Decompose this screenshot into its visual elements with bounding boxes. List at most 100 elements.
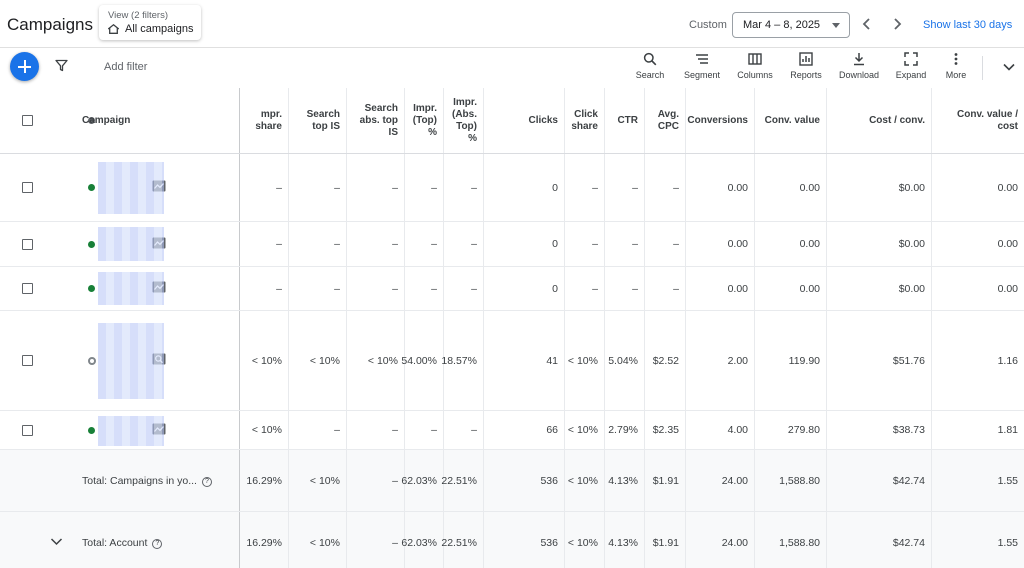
date-range-type: Custom <box>689 19 727 31</box>
col-impr-top-line: Impr. <box>413 102 437 114</box>
cell-search-abs-top-is: – <box>392 424 398 436</box>
download-icon <box>854 53 864 66</box>
chevron-left-icon[interactable] <box>860 16 874 32</box>
columns-icon <box>748 53 762 65</box>
cell-conversions: 0.00 <box>727 282 748 295</box>
total-cell-ctr: 4.13% <box>608 474 638 487</box>
row-checkbox[interactable] <box>22 424 33 436</box>
cell-impr-top: 54.00% <box>401 354 437 367</box>
col-click-share-line: Click <box>574 108 598 120</box>
status-enabled-icon[interactable] <box>88 285 95 292</box>
select-all-checkbox[interactable] <box>22 115 33 126</box>
download-button[interactable]: Download <box>834 52 884 80</box>
cell-ctr: 2.79% <box>608 424 638 436</box>
col-conv-value-cost-line: Conv. value / <box>957 108 1018 120</box>
redacted-campaign-name[interactable] <box>98 416 164 446</box>
status-enabled-icon[interactable] <box>88 184 95 191</box>
add-campaign-button[interactable] <box>10 52 39 81</box>
toolbar-divider <box>982 56 983 80</box>
row-checkbox[interactable] <box>22 238 33 250</box>
row-checkbox[interactable] <box>22 283 33 294</box>
col-impr-abs-top-line: Impr. <box>453 96 477 108</box>
cell-cost-conv: $0.00 <box>898 282 925 295</box>
status-enabled-icon[interactable] <box>88 426 95 434</box>
cell-search-top-is: < 10% <box>309 354 340 367</box>
filter-icon[interactable] <box>55 59 68 72</box>
col-click-share-line: share <box>571 120 598 132</box>
table-row[interactable]: – – – – – 0 – – – 0.00 0.00 $0.00 0.00 <box>0 154 1024 222</box>
cell-impr-top: – <box>431 282 437 295</box>
search-button[interactable]: Search <box>625 52 675 80</box>
cell-conv-value-cost: 1.16 <box>997 354 1018 367</box>
cell-avg-cpc: $2.35 <box>652 424 679 436</box>
show-last-30-days-link[interactable]: Show last 30 days <box>923 19 1013 31</box>
total-cell-avg-cpc: $1.91 <box>652 536 679 549</box>
cell-clicks: 0 <box>552 181 558 194</box>
add-filter-input[interactable]: Add filter <box>104 61 148 73</box>
table-row[interactable]: – – – – – 0 – – – 0.00 0.00 $0.00 0.00 <box>0 222 1024 267</box>
col-campaign[interactable]: Campaign <box>82 114 131 126</box>
help-icon[interactable]: ? <box>201 476 212 487</box>
cell-search-top-is: – <box>334 424 340 436</box>
col-search-abs-top-is[interactable]: Search abs. top IS <box>347 88 405 153</box>
cell-conv-value: 279.80 <box>787 424 820 436</box>
cell-clicks: 0 <box>552 238 558 250</box>
col-avg-cpc[interactable]: Avg. CPC <box>645 88 686 153</box>
segment-icon <box>696 54 708 64</box>
date-range-picker[interactable]: Mar 4 – 8, 2025 <box>732 12 850 38</box>
status-header-icon[interactable] <box>88 117 95 124</box>
segment-button[interactable]: Segment <box>677 52 727 80</box>
col-search-abs-top-is-line: abs. top <box>359 114 398 126</box>
cell-click-share: – <box>592 181 598 194</box>
view-selector[interactable]: View (2 filters) All campaigns <box>99 5 201 40</box>
col-click-share[interactable]: Click share <box>565 88 605 153</box>
cell-click-share: – <box>592 282 598 295</box>
table-row[interactable]: < 10% < 10% < 10% 54.00% 18.57% 41 < 10% 5.04% $… <box>0 311 1024 411</box>
expand-button[interactable]: Expand <box>886 52 936 80</box>
expand-total-chevron-icon[interactable] <box>50 537 63 549</box>
total-cell-impr-share: 16.29% <box>246 474 282 487</box>
columns-button[interactable]: Columns <box>730 52 780 80</box>
cell-conv-value-cost: 0.00 <box>997 181 1018 194</box>
row-checkbox[interactable] <box>22 355 33 366</box>
col-impr-top-line: (Top) <box>412 114 437 126</box>
col-conv-value[interactable]: Conv. value <box>764 114 820 126</box>
cell-search-abs-top-is: – <box>392 238 398 250</box>
col-ctr[interactable]: CTR <box>617 114 638 126</box>
redacted-campaign-name[interactable] <box>98 227 164 261</box>
reports-button[interactable]: Reports <box>781 52 831 80</box>
col-cost-conv[interactable]: Cost / conv. <box>869 114 925 126</box>
cell-impr-top: – <box>431 181 437 194</box>
col-impr-share[interactable]: mpr. share <box>255 108 282 132</box>
col-clicks[interactable]: Clicks <box>528 114 558 126</box>
cell-ctr: – <box>632 181 638 194</box>
help-icon[interactable]: ? <box>152 538 163 549</box>
col-search-abs-top-is-line: IS <box>388 126 398 138</box>
col-conv-value-cost-line: cost <box>997 120 1018 132</box>
row-checkbox[interactable] <box>22 182 33 193</box>
col-conversions[interactable]: Conversions <box>687 114 748 126</box>
col-impr-top[interactable]: Impr. (Top)% <box>405 88 444 153</box>
col-impr-abs-top[interactable]: Impr. (Abs. Top)% <box>444 88 484 153</box>
cell-search-abs-top-is: – <box>392 282 398 295</box>
table-row[interactable]: – – – – – 0 – – – 0.00 0.00 $0.00 0.00 <box>0 267 1024 311</box>
cell-impr-share: < 10% <box>251 354 282 367</box>
table-row[interactable]: < 10% – – – – 66 < 10% 2.79% $2.35 4.00 279.80 $38.… <box>0 411 1024 450</box>
cell-conv-value: 119.90 <box>788 354 820 367</box>
chevron-down-icon[interactable] <box>1002 61 1016 73</box>
status-paused-icon[interactable] <box>88 356 96 365</box>
cell-cost-conv: $51.76 <box>892 354 925 367</box>
redacted-campaign-name[interactable] <box>98 272 164 305</box>
total-row: Total: Campaigns in yo...? 16.29% < 10% –62… <box>0 450 1024 512</box>
redacted-campaign-name[interactable] <box>98 162 164 214</box>
col-search-top-is[interactable]: Search top IS <box>289 88 347 153</box>
total-cell-search-top-is: < 10% <box>309 474 340 487</box>
cell-clicks: 0 <box>552 282 558 295</box>
redacted-campaign-name[interactable] <box>98 323 164 399</box>
status-enabled-icon[interactable] <box>88 240 95 248</box>
more-button[interactable]: More <box>931 52 981 80</box>
chevron-right-icon[interactable] <box>890 16 904 32</box>
col-conv-value-cost[interactable]: Conv. value / cost <box>932 88 1024 153</box>
total-cell-conv-value: 1,588.80 <box>779 536 820 549</box>
expand-label: Expand <box>895 70 927 80</box>
